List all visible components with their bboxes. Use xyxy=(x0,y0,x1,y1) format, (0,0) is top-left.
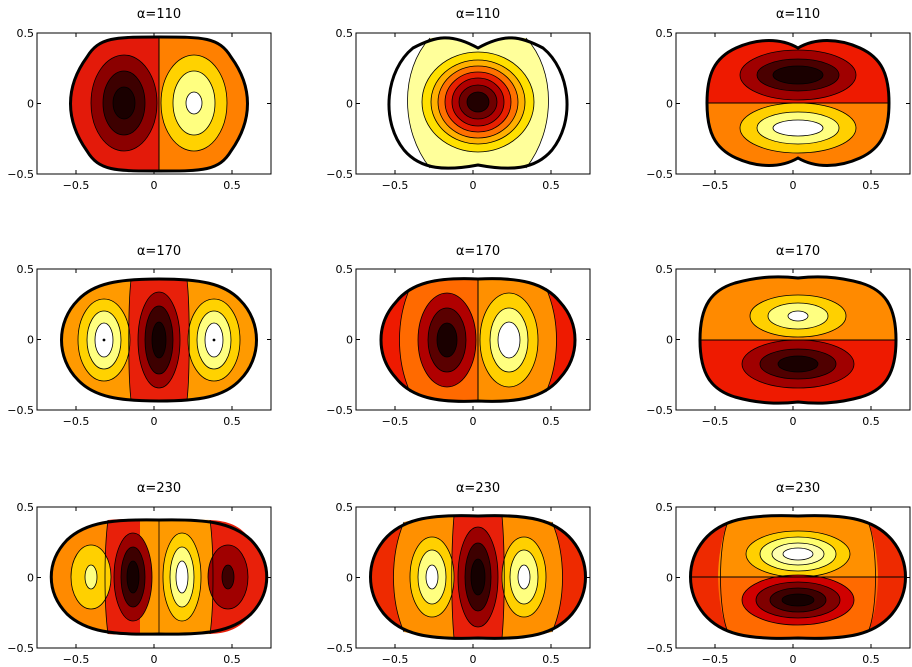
contour-lines xyxy=(700,294,896,389)
x-tick-label: 0 xyxy=(470,415,477,428)
y-tick-label: 0 xyxy=(666,98,673,111)
y-tick-label: −0.5 xyxy=(326,168,353,181)
y-tick-label: 0 xyxy=(27,334,34,347)
y-tick-label: 0.5 xyxy=(17,27,35,40)
panel-r3c2: α=230 xyxy=(355,481,591,649)
x-tick-label: −0.5 xyxy=(382,179,409,192)
x-tick-label: 0 xyxy=(151,179,158,192)
domain-outline xyxy=(60,277,258,403)
y-tick-label: −0.5 xyxy=(7,642,34,655)
y-tick-label: 0 xyxy=(27,98,34,111)
x-tick-label: −0.5 xyxy=(702,653,729,666)
panel-title: α=230 xyxy=(776,481,820,496)
domain-outline xyxy=(379,277,577,403)
y-tick-label: 0 xyxy=(346,572,353,585)
panel-title: α=170 xyxy=(776,244,820,259)
panel-title: α=170 xyxy=(137,244,181,259)
x-tick-label: 0 xyxy=(790,415,797,428)
x-tick-label: 0.5 xyxy=(862,653,880,666)
x-tick-label: −0.5 xyxy=(382,653,409,666)
x-tick-label: −0.5 xyxy=(63,415,90,428)
x-tick-label: 0.5 xyxy=(542,415,560,428)
contour-lines xyxy=(690,521,906,633)
y-tick-label: 0.5 xyxy=(336,501,354,514)
panel-r1c2: α=110 xyxy=(355,7,591,175)
panel-title: α=110 xyxy=(456,7,500,22)
x-tick-label: 0.5 xyxy=(542,179,560,192)
y-tick-label: 0.5 xyxy=(656,501,674,514)
y-tick-label: 0.5 xyxy=(17,263,35,276)
heatmap-fill xyxy=(707,40,889,166)
contour-lines xyxy=(70,519,249,635)
x-tick-label: 0.5 xyxy=(223,415,241,428)
y-tick-label: 0 xyxy=(346,334,353,347)
x-tick-label: −0.5 xyxy=(702,415,729,428)
x-tick-label: 0.5 xyxy=(542,653,560,666)
y-tick-label: 0 xyxy=(666,334,673,347)
contour-lines xyxy=(393,515,563,639)
panel-r3c3: α=230 xyxy=(675,481,911,649)
contour-lines xyxy=(399,279,557,401)
x-tick-label: −0.5 xyxy=(702,179,729,192)
panel-r3c1: α=230 xyxy=(36,481,272,649)
domain-outline xyxy=(69,35,249,173)
domain-outline xyxy=(369,514,587,640)
panel-r1c1: α=110 xyxy=(36,7,272,175)
panel-title: α=170 xyxy=(456,244,500,259)
y-tick-label: −0.5 xyxy=(646,404,673,417)
heatmap-fill xyxy=(370,515,586,639)
contour-lines xyxy=(77,279,241,401)
x-tick-label: 0.5 xyxy=(862,415,880,428)
y-tick-label: −0.5 xyxy=(646,168,673,181)
domain-outline xyxy=(49,518,269,636)
panel-r2c1: α=170 xyxy=(36,244,272,411)
x-tick-label: 0 xyxy=(790,653,797,666)
x-tick-label: 0.5 xyxy=(862,179,880,192)
heatmap-fill xyxy=(700,276,896,404)
y-tick-label: −0.5 xyxy=(7,168,34,181)
domain-outline xyxy=(705,39,891,167)
y-tick-label: 0.5 xyxy=(656,27,674,40)
x-tick-label: −0.5 xyxy=(382,415,409,428)
x-tick-label: 0.5 xyxy=(223,179,241,192)
axes-ticks: −0.5 0 0.5 0.5 0 −0.5 −0.5 0 0.5 0.5 0 −0.5 −0.5 0 0.5… xyxy=(7,27,910,666)
contour-lines xyxy=(707,49,889,154)
domain-outline xyxy=(689,514,907,640)
y-tick-label: −0.5 xyxy=(326,404,353,417)
x-tick-label: 0 xyxy=(790,179,797,192)
panel-r1c3: α=110 xyxy=(675,7,911,175)
panel-r2c3: α=170 xyxy=(675,244,911,411)
y-tick-label: 0.5 xyxy=(336,27,354,40)
x-tick-label: 0 xyxy=(151,415,158,428)
y-tick-label: 0 xyxy=(27,572,34,585)
y-tick-label: 0 xyxy=(666,572,673,585)
panel-r2c2: α=170 xyxy=(355,244,591,411)
y-tick-label: 0.5 xyxy=(17,501,35,514)
y-tick-label: −0.5 xyxy=(326,642,353,655)
contour-lines xyxy=(90,37,228,171)
panel-title: α=110 xyxy=(776,7,820,22)
y-tick-label: 0.5 xyxy=(336,263,354,276)
contour-lines xyxy=(407,37,549,169)
x-tick-label: 0 xyxy=(470,653,477,666)
y-tick-label: −0.5 xyxy=(7,404,34,417)
x-tick-label: −0.5 xyxy=(63,179,90,192)
x-tick-label: 0 xyxy=(151,653,158,666)
y-tick-label: −0.5 xyxy=(646,642,673,655)
domain-outline xyxy=(698,275,898,405)
panel-title: α=230 xyxy=(137,481,181,496)
panel-title: α=230 xyxy=(456,481,500,496)
y-tick-label: 0.5 xyxy=(656,263,674,276)
heatmap-fill xyxy=(388,37,568,169)
domain-outline xyxy=(387,36,569,170)
x-tick-label: 0.5 xyxy=(223,653,241,666)
heatmap-fill xyxy=(61,279,257,401)
x-tick-label: 0 xyxy=(470,179,477,192)
panel-title: α=110 xyxy=(137,7,181,22)
x-tick-label: −0.5 xyxy=(63,653,90,666)
heatmap-fill xyxy=(70,37,248,171)
y-tick-label: 0 xyxy=(346,98,353,111)
